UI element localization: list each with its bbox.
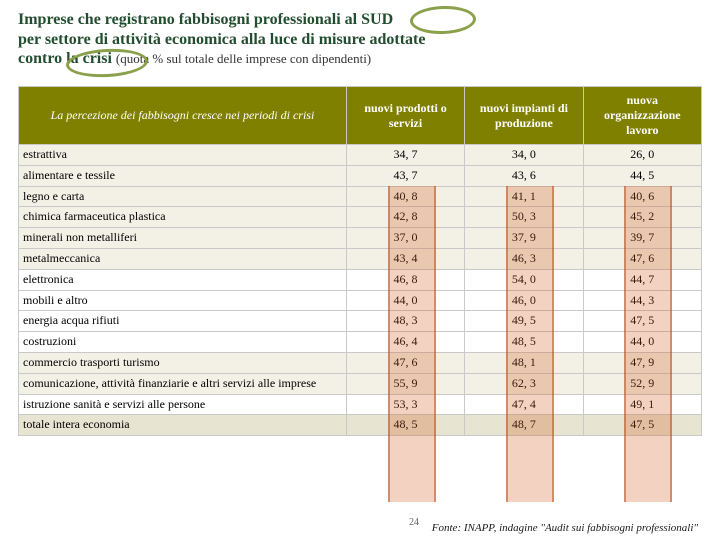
row-label: mobili e altro: [19, 290, 347, 311]
cell-value: 44, 5: [583, 165, 701, 186]
table-row: mobili e altro44, 046, 044, 3: [19, 290, 702, 311]
cell-value: 26, 0: [583, 145, 701, 166]
cell-value: 46, 0: [465, 290, 583, 311]
cell-value: 46, 4: [346, 332, 464, 353]
cell-value: 41, 1: [465, 186, 583, 207]
col-header-2: nuovi impianti di produzione: [465, 87, 583, 145]
source-quoted: "Audit sui fabbisogni professionali": [540, 522, 698, 534]
cell-value: 37, 0: [346, 228, 464, 249]
table-row: totale intera economia48, 548, 747, 5: [19, 415, 702, 436]
row-label: totale intera economia: [19, 415, 347, 436]
cell-value: 47, 6: [346, 352, 464, 373]
cell-value: 47, 5: [583, 311, 701, 332]
cell-value: 49, 1: [583, 394, 701, 415]
cell-value: 48, 5: [346, 415, 464, 436]
cell-value: 55, 9: [346, 373, 464, 394]
cell-value: 44, 7: [583, 269, 701, 290]
cell-value: 45, 2: [583, 207, 701, 228]
footer-source: 24 Fonte: INAPP, indagine "Audit sui fab…: [419, 522, 698, 534]
table-row: estrattiva34, 734, 026, 0: [19, 145, 702, 166]
row-label: elettronica: [19, 269, 347, 290]
title-block: Imprese che registrano fabbisogni profes…: [18, 10, 702, 68]
cell-value: 43, 6: [465, 165, 583, 186]
cell-value: 47, 5: [583, 415, 701, 436]
cell-value: 50, 3: [465, 207, 583, 228]
title-line-1: Imprese che registrano fabbisogni profes…: [18, 10, 702, 30]
cell-value: 37, 9: [465, 228, 583, 249]
cell-value: 49, 5: [465, 311, 583, 332]
cell-value: 42, 8: [346, 207, 464, 228]
table-row: metalmeccanica43, 446, 347, 6: [19, 248, 702, 269]
row-label: metalmeccanica: [19, 248, 347, 269]
row-label: minerali non metalliferi: [19, 228, 347, 249]
cell-value: 40, 6: [583, 186, 701, 207]
cell-value: 54, 0: [465, 269, 583, 290]
table-body: estrattiva34, 734, 026, 0alimentare e te…: [19, 145, 702, 436]
row-label: estrattiva: [19, 145, 347, 166]
cell-value: 34, 0: [465, 145, 583, 166]
table-row: costruzioni46, 448, 544, 0: [19, 332, 702, 353]
cell-value: 48, 7: [465, 415, 583, 436]
row-label: alimentare e tessile: [19, 165, 347, 186]
cell-value: 46, 3: [465, 248, 583, 269]
data-table-wrap: La percezione dei fabbisogni cresce nei …: [18, 86, 702, 436]
page-number: 24: [409, 517, 419, 528]
cell-value: 44, 0: [346, 290, 464, 311]
cell-value: 39, 7: [583, 228, 701, 249]
slide-page: Imprese che registrano fabbisogni profes…: [0, 0, 720, 540]
cell-value: 52, 9: [583, 373, 701, 394]
row-label: energia acqua rifiuti: [19, 311, 347, 332]
table-row: elettronica46, 854, 044, 7: [19, 269, 702, 290]
cell-value: 47, 9: [583, 352, 701, 373]
table-header-row: La percezione dei fabbisogni cresce nei …: [19, 87, 702, 145]
title-line-3-sub: (quota % sul totale delle imprese con di…: [116, 51, 371, 66]
row-label: istruzione sanità e servizi alle persone: [19, 394, 347, 415]
cell-value: 44, 0: [583, 332, 701, 353]
cell-value: 46, 8: [346, 269, 464, 290]
row-label: comunicazione, attività finanziarie e al…: [19, 373, 347, 394]
col-header-1: nuovi prodotti o servizi: [346, 87, 464, 145]
row-label: chimica farmaceutica plastica: [19, 207, 347, 228]
cell-value: 43, 7: [346, 165, 464, 186]
col-header-3: nuova organizzazione lavoro: [583, 87, 701, 145]
row-label: commercio trasporti turismo: [19, 352, 347, 373]
table-row: energia acqua rifiuti48, 349, 547, 5: [19, 311, 702, 332]
cell-value: 40, 8: [346, 186, 464, 207]
row-label: costruzioni: [19, 332, 347, 353]
table-row: minerali non metalliferi37, 037, 939, 7: [19, 228, 702, 249]
source-prefix: Fonte: INAPP, indagine: [432, 522, 541, 534]
header-note: La percezione dei fabbisogni cresce nei …: [19, 87, 347, 145]
cell-value: 47, 4: [465, 394, 583, 415]
table-row: legno e carta40, 841, 140, 6: [19, 186, 702, 207]
cell-value: 48, 1: [465, 352, 583, 373]
table-row: chimica farmaceutica plastica42, 850, 34…: [19, 207, 702, 228]
table-row: istruzione sanità e servizi alle persone…: [19, 394, 702, 415]
table-row: commercio trasporti turismo47, 648, 147,…: [19, 352, 702, 373]
cell-value: 48, 5: [465, 332, 583, 353]
row-label: legno e carta: [19, 186, 347, 207]
title-line-2: per settore di attività economica alla l…: [18, 30, 702, 50]
table-row: alimentare e tessile43, 743, 644, 5: [19, 165, 702, 186]
cell-value: 47, 6: [583, 248, 701, 269]
cell-value: 34, 7: [346, 145, 464, 166]
cell-value: 44, 3: [583, 290, 701, 311]
title-line-3-bold: contro la crisi: [18, 50, 112, 67]
cell-value: 48, 3: [346, 311, 464, 332]
title-line-3: contro la crisi (quota % sul totale dell…: [18, 50, 702, 68]
table-row: comunicazione, attività finanziarie e al…: [19, 373, 702, 394]
cell-value: 62, 3: [465, 373, 583, 394]
data-table: La percezione dei fabbisogni cresce nei …: [18, 86, 702, 436]
cell-value: 43, 4: [346, 248, 464, 269]
cell-value: 53, 3: [346, 394, 464, 415]
